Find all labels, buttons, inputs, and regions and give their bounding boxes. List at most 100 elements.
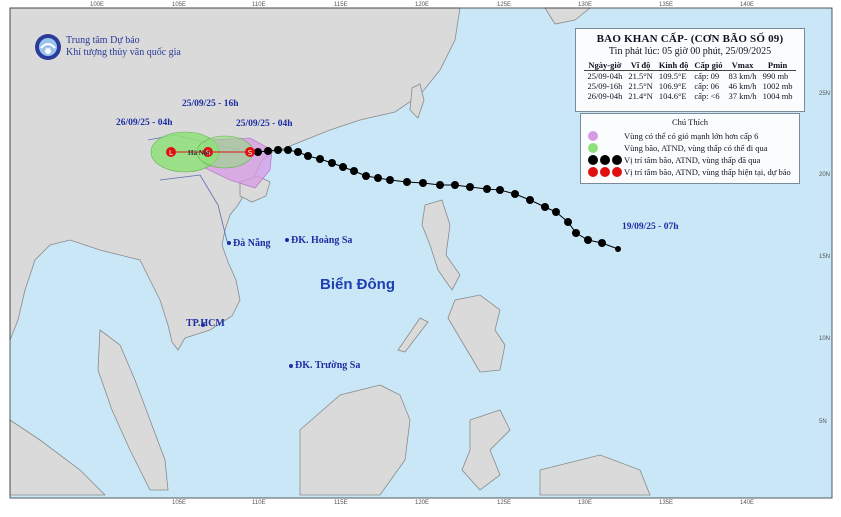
forecast-point-26-04 <box>166 147 176 157</box>
cell: 1004 mb <box>762 91 793 101</box>
tick-top: 105E <box>172 2 187 8</box>
hcm-marker <box>201 323 205 327</box>
cell: cấp: 09 <box>694 71 720 81</box>
past-position-marker <box>264 147 272 155</box>
past-position-marker <box>541 203 549 211</box>
past-position-marker <box>496 186 504 194</box>
tick-top: 130E <box>578 2 593 8</box>
legend-text: Vị trí tâm bão, ATND, vùng thấp hiện tại… <box>624 167 791 177</box>
col-vmax: Vmax <box>725 60 760 71</box>
tick-bottom: 110E <box>252 500 266 506</box>
forecast-track: L S S <box>166 147 255 157</box>
tick-right: 5N <box>819 419 827 425</box>
table-row: 26/09-04h 21.4°N 104.6°E cấp: <6 37 km/h 1004… <box>584 91 795 101</box>
past-position-marker <box>584 236 592 244</box>
col-lat: Vĩ độ <box>625 60 656 71</box>
label-26-09-04h: 26/09/25 - 04h <box>116 118 173 128</box>
land-visayas <box>447 294 506 373</box>
low-symbol-icon <box>612 155 622 165</box>
tick-top: 120E <box>415 2 430 8</box>
past-position-marker <box>374 174 382 182</box>
typhoon-symbol-icon <box>588 155 598 165</box>
past-position-marker <box>274 146 282 154</box>
past-position-marker <box>339 163 347 171</box>
past-position-marker <box>436 181 444 189</box>
label-bien-dong: Biển Đông <box>320 276 395 293</box>
past-position-marker <box>284 146 292 154</box>
past-position-marker <box>466 183 474 191</box>
land-newguinea <box>539 454 651 496</box>
legend-text: Vùng bão, ATND, vùng thấp có thể đi qua <box>624 143 768 153</box>
past-position-marker <box>419 179 427 187</box>
org-line1: Trung tâm Dự báo <box>66 35 140 46</box>
cell: 26/09-04h <box>587 91 623 101</box>
tick-bottom: 130E <box>578 500 593 506</box>
cell: 25/09-16h <box>587 81 623 91</box>
tick-top: 115E <box>334 2 348 8</box>
land-borneo <box>299 384 411 496</box>
pink-circle-icon <box>588 131 598 141</box>
table-row: 25/09-16h 21.5°N 106.9°E cấp: 06 46 km/h 1002… <box>584 81 795 91</box>
table-row: 25/09-04h 21.5°N 109.5°E cấp: 09 83 km/h 990 … <box>584 71 795 81</box>
depression-symbol-icon <box>600 155 610 165</box>
danang-marker <box>227 241 231 245</box>
past-position-marker <box>316 155 324 163</box>
hoangsa-marker <box>285 238 289 242</box>
label-hoangsa: ĐK. Hoàng Sa <box>291 235 353 246</box>
tick-right: 25N <box>819 91 831 97</box>
label-hanoi: Hà Nội <box>188 149 210 157</box>
col-lon: Kinh độ <box>655 60 692 71</box>
tick-top: 125E <box>497 2 512 8</box>
past-position-marker <box>552 208 560 216</box>
land-taiwan <box>409 83 425 119</box>
legend-text: Vị trí tâm bão, ATND, vùng thấp đã qua <box>624 155 761 165</box>
land-palawan <box>397 317 429 353</box>
land-malay <box>97 329 169 491</box>
tick-bottom: 115E <box>334 500 348 506</box>
storm-info-panel: BAO KHAN CẤP- (CƠN BÃO SỐ 09) Tin phát l… <box>575 28 805 112</box>
depression-symbol-icon <box>600 167 610 177</box>
past-position-marker <box>304 152 312 160</box>
tick-top: 100E <box>90 2 105 8</box>
tick-bottom: 105E <box>172 500 187 506</box>
cell: 21.5°N <box>628 81 653 91</box>
cell: 21.5°N <box>628 71 653 81</box>
label-truongsa: ĐK. Trường Sa <box>295 360 361 371</box>
legend-item-past-position: Vị trí tâm bão, ATND, vùng thấp đã qua <box>581 154 799 166</box>
current-point-25-04 <box>245 147 255 157</box>
label-25-09-04h: 25/09/25 - 04h <box>236 119 293 129</box>
past-position-marker <box>564 218 572 226</box>
org-block: Trung tâm Dự báo Khí tượng thủy văn quốc… <box>34 33 181 61</box>
col-wind-level: Cấp gió <box>691 60 726 71</box>
label-25-09-16h: 25/09/25 - 16h <box>182 99 239 109</box>
truongsa-marker <box>289 364 293 368</box>
past-position-marker <box>294 148 302 156</box>
tick-top: 110E <box>252 2 266 8</box>
past-position-marker <box>451 181 459 189</box>
label-danang: Đà Nẵng <box>233 238 271 249</box>
past-position-marker <box>526 196 534 204</box>
typhoon-symbol-icon <box>588 167 598 177</box>
past-position-marker <box>328 159 336 167</box>
tick-bottom: 140E <box>740 500 755 506</box>
low-symbol-icon <box>612 167 622 177</box>
forecast-table: Ngày-giờ Vĩ độ Kinh độ Cấp gió Vmax Pmin… <box>584 60 796 101</box>
legend-text: Vùng có thể có gió mạnh lớn hơn cấp 6 <box>624 131 759 141</box>
col-pmin: Pmin <box>759 60 796 71</box>
green-circle-icon <box>588 143 598 153</box>
cell: 83 km/h <box>728 71 757 81</box>
cell: 990 mb <box>762 71 789 81</box>
past-position-marker <box>598 239 606 247</box>
org-line2: Khí tượng thủy văn quốc gia <box>66 47 181 58</box>
svg-text:S: S <box>248 149 253 157</box>
bulletin-title: BAO KHAN CẤP- (CƠN BÃO SỐ 09) <box>596 33 784 45</box>
col-datetime: Ngày-giờ <box>584 60 626 71</box>
tick-bottom: 125E <box>497 500 512 506</box>
past-position-marker <box>350 167 358 175</box>
cell: cấp: 06 <box>694 81 720 91</box>
legend-item-storm-zone: Vùng bão, ATND, vùng thấp có thể đi qua <box>581 142 799 154</box>
legend-item-wind-zone: Vùng có thể có gió mạnh lớn hơn cấp 6 <box>581 130 799 142</box>
past-position-marker <box>483 185 491 193</box>
past-position-marker <box>386 176 394 184</box>
land-sulawesi <box>461 409 511 491</box>
